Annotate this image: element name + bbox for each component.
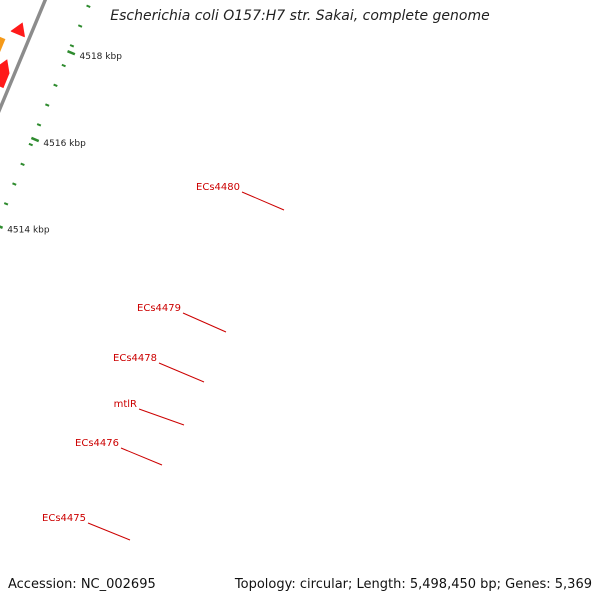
scale-major-tick — [67, 50, 76, 56]
scale-tick-label: 4516 kbp — [43, 139, 86, 149]
scale-major-tick — [0, 225, 4, 229]
forward-cds-arrow — [10, 22, 25, 38]
genome-backbone — [0, 0, 48, 114]
scale-minor-tick — [53, 83, 58, 87]
topology-summary: Topology: circular; Length: 5,498,450 bp… — [234, 577, 592, 592]
scale-minor-tick — [28, 142, 34, 147]
scale-minor-tick — [45, 103, 50, 107]
gene-label: mtlR — [114, 399, 137, 410]
gene-label: ECs4479 — [137, 303, 181, 314]
scale-tick-label: 4518 kbp — [80, 52, 123, 62]
gene-label: ECs4476 — [75, 438, 119, 449]
scale-major-tick — [30, 136, 40, 143]
scale-minor-tick — [36, 123, 42, 127]
gene-leader-line — [87, 522, 131, 541]
scale-minor-tick — [20, 162, 25, 166]
scale-minor-tick — [77, 24, 83, 28]
gene-label: ECs4480 — [196, 182, 240, 193]
scale-tick-label: 4514 kbp — [7, 226, 50, 236]
genome-title: Escherichia coli O157:H7 str. Sakai, com… — [110, 8, 490, 24]
accession-text: Accession: NC_002695 — [8, 577, 156, 592]
gene-leader-line — [182, 312, 227, 333]
gene-label: ECs4475 — [42, 513, 86, 524]
forward-cds-arrow — [0, 59, 10, 89]
scale-minor-tick — [61, 63, 66, 68]
scale-minor-tick — [86, 4, 91, 8]
scale-minor-tick — [3, 202, 9, 206]
gene-leader-line — [120, 447, 163, 466]
gene-labels: ECs4480 ECs4479 ECs4478 mtlR ECs4476 ECs4475 — [42, 182, 285, 541]
gene-label: ECs4478 — [113, 353, 157, 364]
gene-leader-line — [158, 362, 205, 383]
feature-tracks — [0, 0, 48, 114]
scale-minor-tick — [69, 44, 75, 48]
orange-feature-block — [0, 36, 6, 53]
gene-leader-line — [241, 191, 285, 211]
scale-minor-tick — [12, 182, 17, 186]
gene-leader-line — [138, 408, 185, 426]
